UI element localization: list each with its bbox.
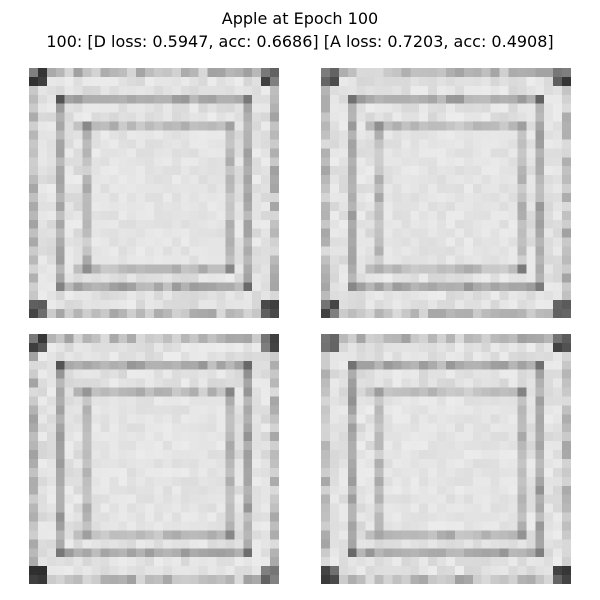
generated-sample-2-image (321, 68, 571, 318)
generated-sample-4-image (321, 334, 571, 584)
training-metrics-subtitle: 100: [D loss: 0.5947, acc: 0.6686] [A lo… (46, 32, 554, 51)
figure-title: Apple at Epoch 100 (221, 9, 379, 28)
generated-sample-3-image (29, 334, 279, 584)
generated-sample-1-image (29, 68, 279, 318)
